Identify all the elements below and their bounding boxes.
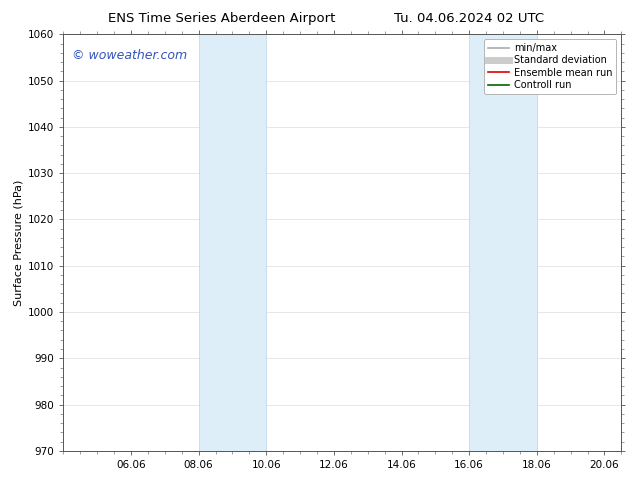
Bar	[469, 34, 537, 451]
Text: ENS Time Series Aberdeen Airport: ENS Time Series Aberdeen Airport	[108, 12, 335, 25]
Bar	[198, 34, 266, 451]
Text: © woweather.com: © woweather.com	[72, 49, 187, 62]
Text: Tu. 04.06.2024 02 UTC: Tu. 04.06.2024 02 UTC	[394, 12, 544, 25]
Y-axis label: Surface Pressure (hPa): Surface Pressure (hPa)	[14, 179, 24, 306]
Legend: min/max, Standard deviation, Ensemble mean run, Controll run: min/max, Standard deviation, Ensemble me…	[484, 39, 616, 94]
